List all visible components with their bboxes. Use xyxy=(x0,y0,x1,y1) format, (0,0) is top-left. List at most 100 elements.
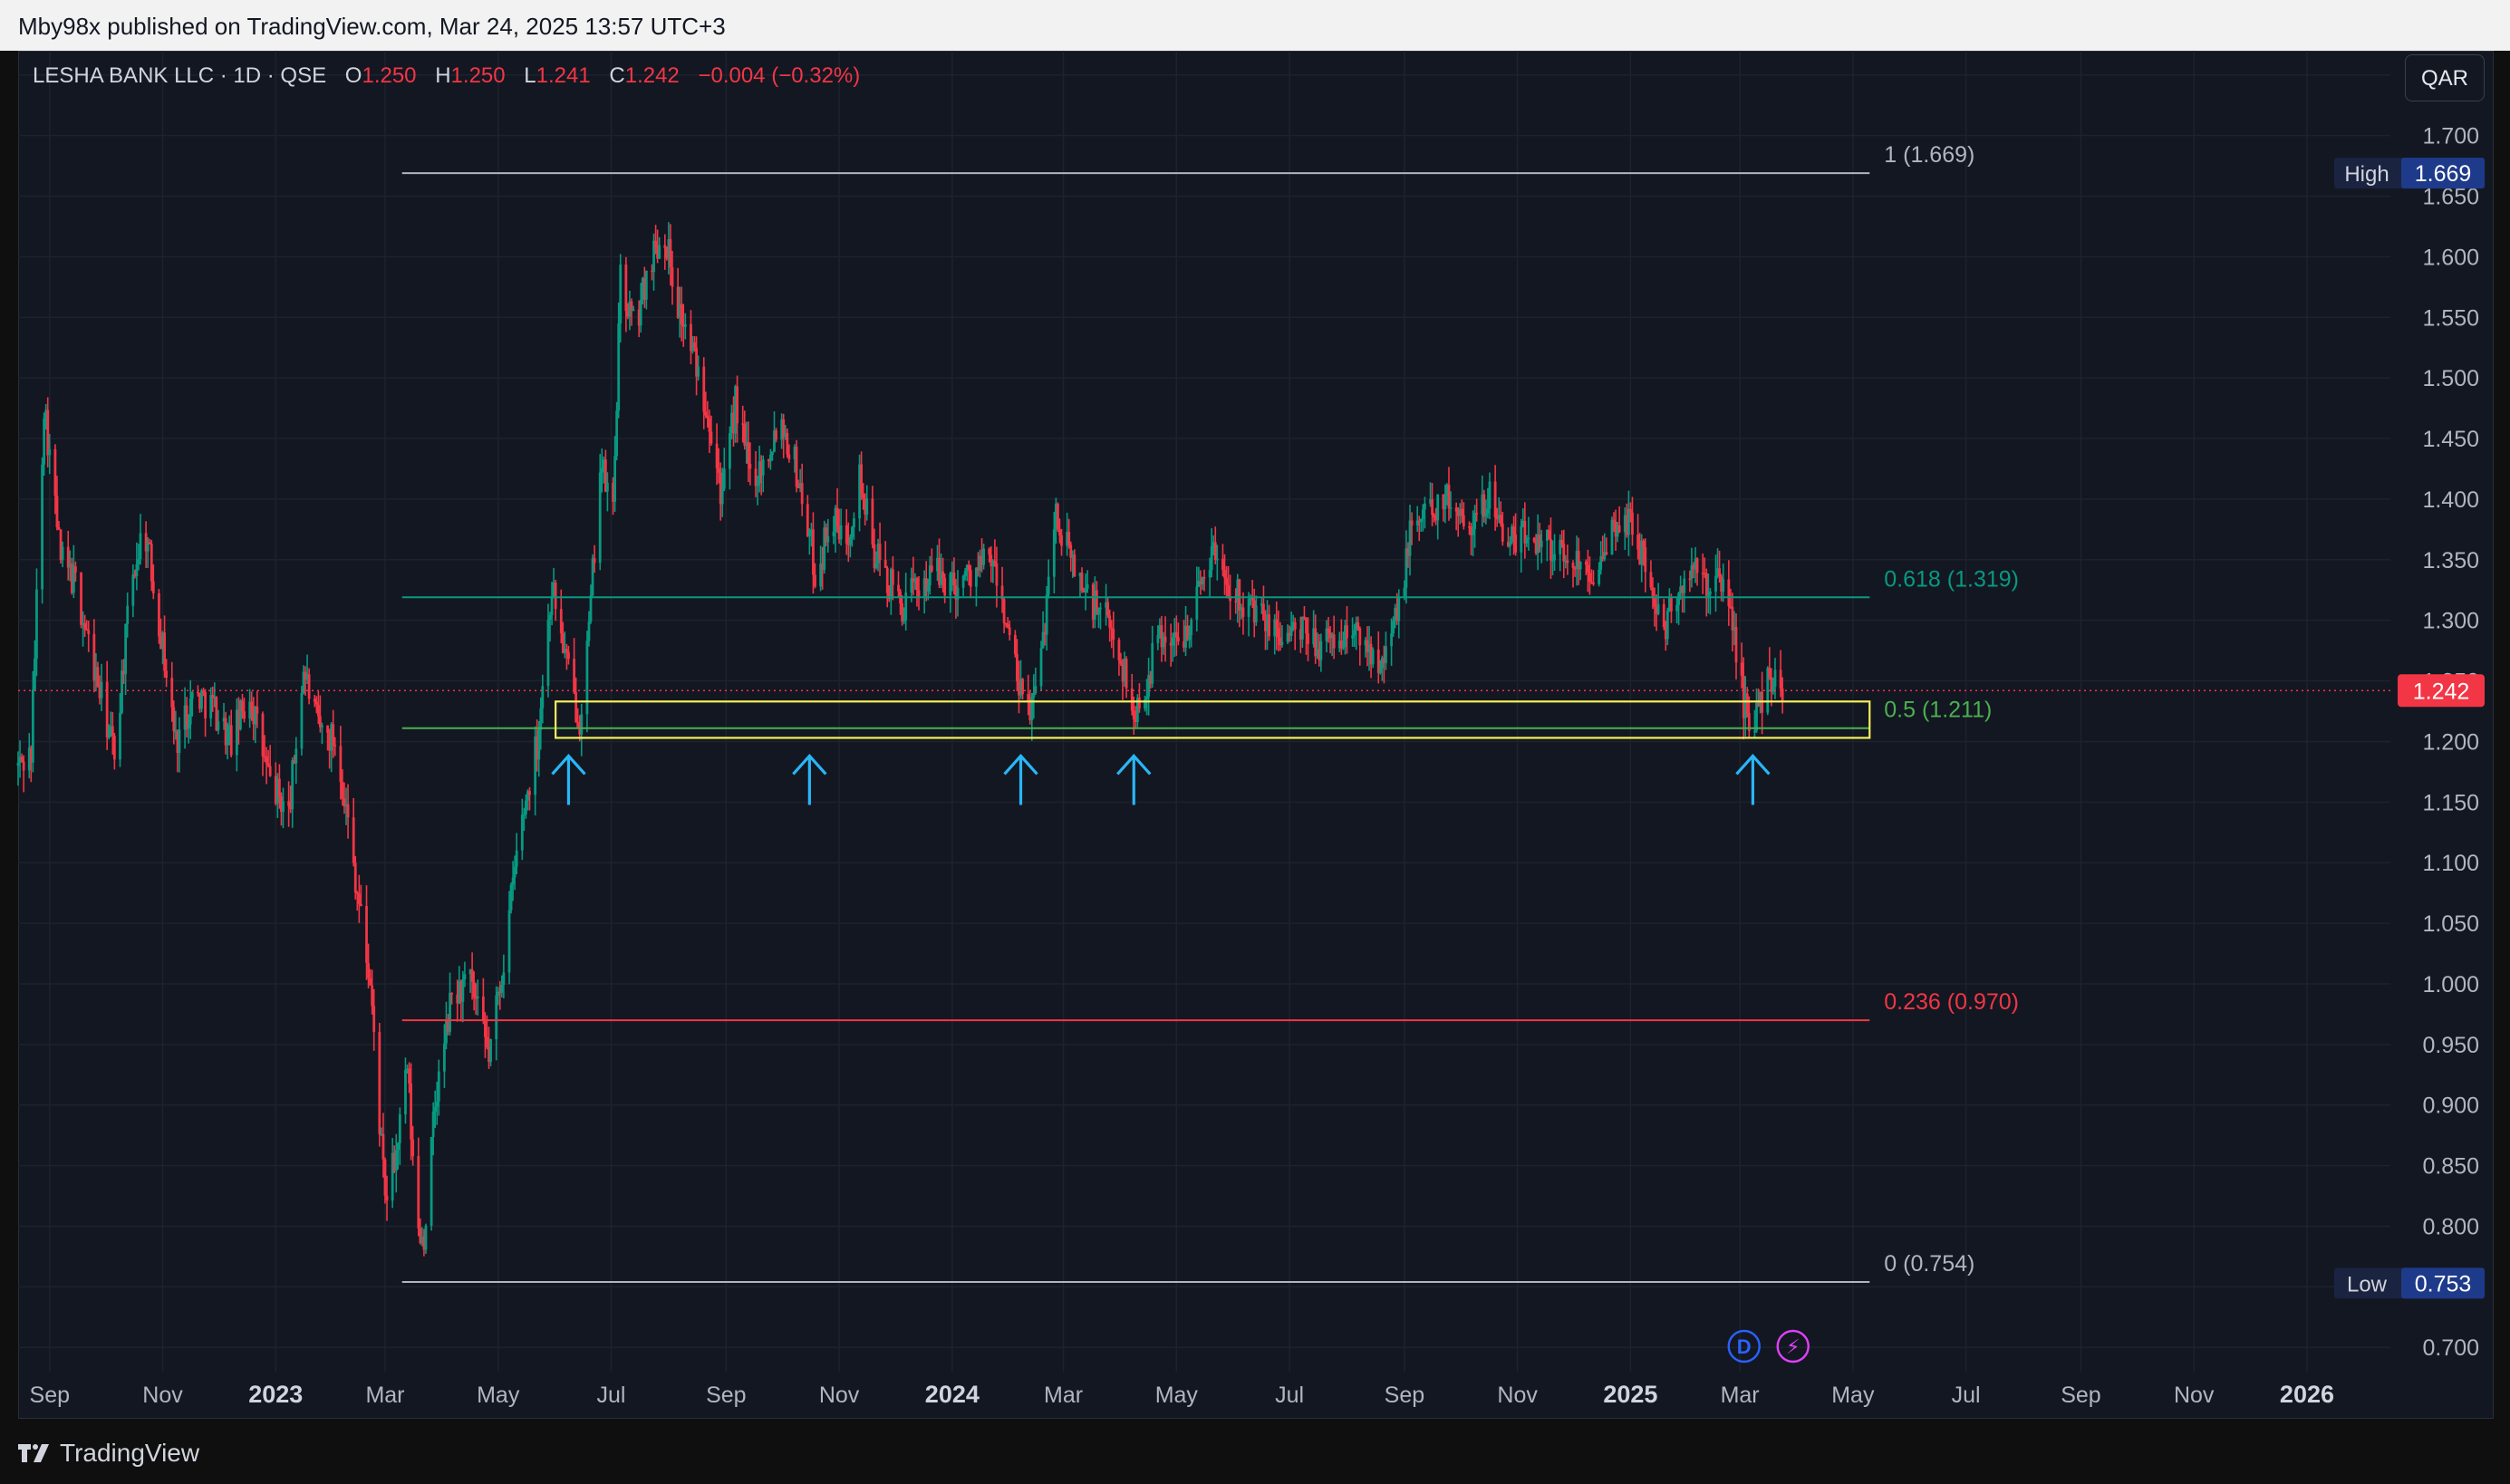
candle-body xyxy=(1376,650,1380,673)
candle-body xyxy=(1612,519,1616,522)
candle-body xyxy=(743,423,747,446)
candle-body xyxy=(1328,632,1332,639)
candle-body xyxy=(1301,616,1304,640)
candle-body xyxy=(1069,544,1073,558)
candle-body xyxy=(784,432,787,438)
candle-body xyxy=(578,727,582,735)
candle-body xyxy=(580,714,584,735)
candle-body xyxy=(1229,596,1232,602)
candle-body xyxy=(795,447,798,487)
candle-body xyxy=(1701,573,1704,574)
candle-body xyxy=(706,415,710,419)
candle-body xyxy=(178,729,181,753)
candle-body xyxy=(912,578,915,583)
candle-body xyxy=(41,464,43,590)
candle-body xyxy=(380,1133,383,1136)
current-price-label: 1.242 xyxy=(2413,679,2470,704)
candle-body xyxy=(748,464,752,469)
candle-body xyxy=(1770,677,1773,692)
candle-body xyxy=(1521,520,1525,526)
candle-body xyxy=(222,718,226,722)
tradingview-brand[interactable]: TradingView xyxy=(16,1435,199,1471)
candle-body xyxy=(300,693,304,749)
candle-body xyxy=(200,690,203,709)
candle-body xyxy=(449,992,451,1032)
candle-body xyxy=(378,1031,381,1134)
candle-body xyxy=(394,1150,398,1171)
candle-body xyxy=(1509,542,1511,547)
candle-body xyxy=(1679,586,1683,593)
support-zone-rect xyxy=(555,700,1871,739)
candle-body xyxy=(139,533,142,560)
candle-body xyxy=(1355,622,1358,631)
candle-body xyxy=(328,732,332,751)
candle-body xyxy=(885,567,889,593)
candle-body xyxy=(1456,511,1460,516)
candle-body xyxy=(537,729,541,760)
candle-body xyxy=(819,563,823,587)
candle-body xyxy=(1162,636,1165,648)
candle-body xyxy=(695,347,698,377)
candle-body xyxy=(823,527,826,571)
candle-body xyxy=(1743,693,1747,718)
candle-body xyxy=(371,985,374,1007)
candle-body xyxy=(188,699,192,725)
candle-body xyxy=(202,690,205,693)
candle-body xyxy=(719,472,722,505)
candle-body xyxy=(651,270,653,273)
candle-body xyxy=(1293,622,1297,630)
candle-body xyxy=(1667,596,1671,612)
candle-body xyxy=(559,609,563,634)
candle-body xyxy=(265,756,268,764)
dividend-icon xyxy=(1727,1329,1761,1364)
candle-body xyxy=(1651,587,1655,599)
candle-body xyxy=(1156,635,1160,643)
candle-body xyxy=(420,1236,424,1244)
candle-body xyxy=(1330,634,1334,639)
candles xyxy=(16,222,1784,1257)
candle-body xyxy=(1497,515,1501,520)
candle-body xyxy=(433,1106,437,1112)
candle-body xyxy=(472,981,476,997)
candle-body xyxy=(949,573,952,596)
candle-body xyxy=(1757,702,1760,707)
bottom-bar xyxy=(0,1419,2510,1484)
candle-body xyxy=(326,725,329,733)
candle-body xyxy=(793,447,796,459)
candle-body xyxy=(1135,698,1139,723)
candle-body xyxy=(1484,513,1488,517)
candle-body xyxy=(1197,581,1201,587)
candle-body xyxy=(573,659,575,693)
candle-body xyxy=(1371,650,1375,665)
candle-body xyxy=(619,265,623,324)
candle-body xyxy=(1753,730,1756,733)
candle-body xyxy=(821,563,825,571)
candle-body xyxy=(1174,631,1178,638)
candle-body xyxy=(1520,525,1523,553)
candle-body xyxy=(1499,515,1502,524)
candle-body xyxy=(642,277,646,300)
candle-body xyxy=(1247,599,1250,617)
candle-body xyxy=(1662,603,1665,628)
candle-body xyxy=(928,565,932,586)
candle-body xyxy=(1147,674,1151,698)
candle-body xyxy=(293,760,296,764)
candle-body xyxy=(652,240,655,272)
candle-body xyxy=(1423,503,1426,510)
tradingview-logo-icon xyxy=(18,1444,49,1462)
candle-body xyxy=(229,725,233,756)
candle-body xyxy=(1773,670,1777,688)
x-axis-label: Mar xyxy=(1044,1383,1083,1408)
candle-body xyxy=(767,459,770,462)
x-axis-label: Jul xyxy=(1275,1383,1304,1408)
currency-button[interactable]: QAR xyxy=(2405,54,2485,101)
high-value: 1.250 xyxy=(450,63,506,88)
candle-body xyxy=(1039,648,1043,687)
up-arrow-icon xyxy=(792,754,827,805)
candle-body xyxy=(1163,636,1167,643)
candle-body xyxy=(339,746,343,783)
candle-body xyxy=(1225,578,1228,585)
candle-body xyxy=(1378,668,1382,673)
candle-body xyxy=(1117,640,1121,660)
